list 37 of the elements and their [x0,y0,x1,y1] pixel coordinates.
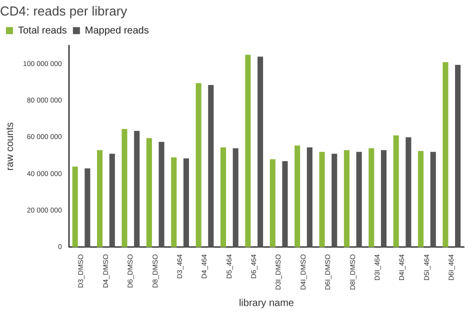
bar [319,152,325,248]
bar [344,150,350,248]
bar [109,154,115,248]
legend-label: Mapped reads [84,25,149,36]
chart-title: CD4: reads per library [0,3,128,18]
bar [72,166,78,248]
bar [220,147,226,248]
bar [122,128,128,248]
bar [84,168,90,248]
bar [270,159,276,248]
bar [258,56,264,248]
x-axis-title: library name [238,298,294,309]
bar [418,150,424,248]
bar [97,150,103,248]
bar [134,130,140,248]
legend-label: Total reads [18,25,67,36]
bar [406,137,412,248]
bar [208,85,214,248]
bar [442,62,448,248]
bar [282,161,288,248]
bar [368,148,374,248]
bar [332,154,338,248]
bar [146,138,152,248]
bar [430,152,436,248]
bar [356,152,362,248]
bar [306,147,312,248]
bar [158,142,164,248]
bar [171,157,177,248]
bar [232,148,238,248]
bar [183,158,189,248]
bar [196,83,202,248]
bar [380,150,387,248]
bar [393,135,399,248]
bar [455,64,461,248]
bar [245,54,251,248]
y-axis-title: raw counts [4,122,16,171]
bar [294,145,300,248]
